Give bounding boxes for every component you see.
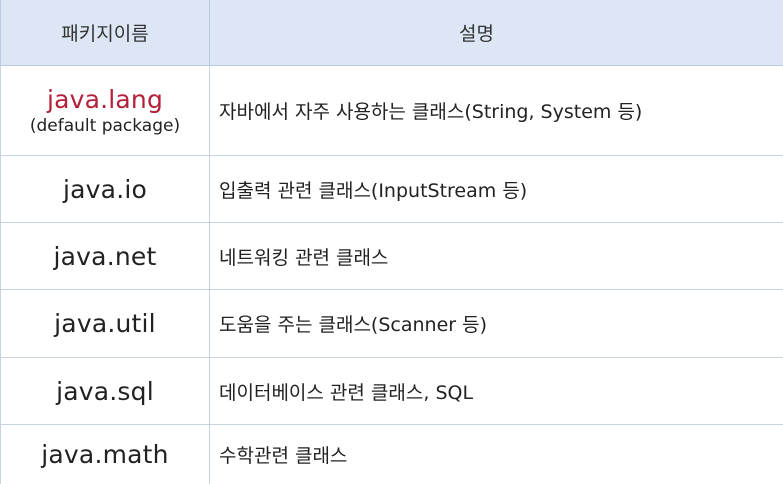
- header-package-name: 패키지이름: [0, 0, 210, 65]
- package-cell: java.io: [0, 156, 210, 222]
- description-cell: 수학관련 클래스: [219, 445, 348, 467]
- description-cell: 데이터베이스 관련 클래스, SQL: [219, 381, 474, 404]
- description-cell: 네트워킹 관련 클래스: [219, 246, 389, 269]
- package-cell: java.sql: [0, 358, 210, 424]
- table-row: java.net 네트워킹 관련 클래스: [0, 223, 783, 290]
- package-cell: java.math: [0, 425, 210, 484]
- table-row: java.io 입출력 관련 클래스(InputStream 등): [0, 156, 783, 223]
- package-name: java.net: [53, 241, 157, 271]
- package-name: java.sql: [56, 376, 154, 406]
- package-name: java.math: [41, 440, 169, 469]
- package-name: java.io: [63, 174, 147, 204]
- table-row: java.lang (default package) 자바에서 자주 사용하는…: [0, 66, 783, 156]
- table-header-row: 패키지이름 설명: [0, 0, 783, 66]
- package-cell: java.util: [0, 290, 210, 357]
- description-cell: 자바에서 자주 사용하는 클래스(String, System 등): [219, 101, 643, 123]
- table-row: java.util 도움을 주는 클래스(Scanner 등): [0, 290, 783, 358]
- package-name: java.lang: [46, 85, 164, 114]
- description-cell: 도움을 주는 클래스(Scanner 등): [219, 314, 487, 336]
- header-description: 설명: [459, 23, 494, 45]
- package-cell: java.net: [0, 223, 210, 289]
- description-cell: 입출력 관련 클래스(InputStream 등): [219, 179, 528, 202]
- table-row: java.math 수학관련 클래스: [0, 425, 783, 484]
- package-note: (default package): [29, 116, 181, 136]
- package-cell: java.lang (default package): [0, 66, 210, 155]
- package-name: java.util: [54, 309, 156, 338]
- table-row: java.sql 데이터베이스 관련 클래스, SQL: [0, 358, 783, 425]
